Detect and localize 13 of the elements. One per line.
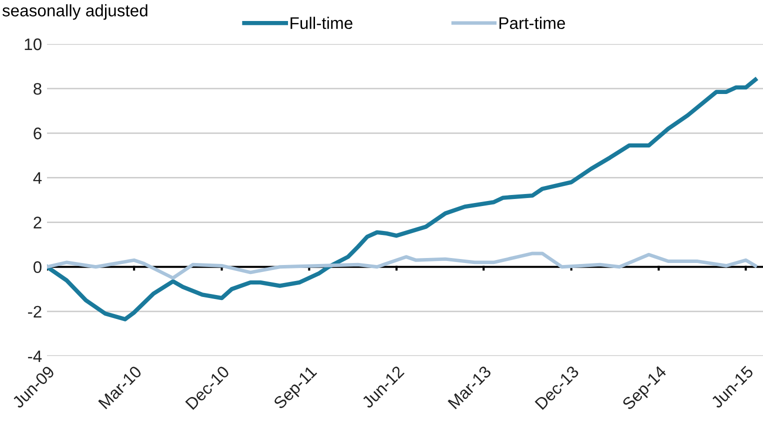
legend-label: Part-time [500, 16, 566, 30]
legend-label: Full-time [290, 16, 352, 30]
chart-title: seasonally adjusted [2, 4, 148, 20]
y-tick-label: 6 [34, 128, 42, 140]
y-tick-label: 10 [24, 38, 42, 50]
y-tick-label: -2 [28, 306, 42, 318]
y-tick-label: -4 [28, 350, 42, 362]
y-tick-label: 0 [34, 261, 42, 274]
line-series [47, 252, 758, 280]
y-tick-label: 8 [34, 82, 42, 95]
line-series [47, 78, 758, 322]
y-tick-label: 2 [34, 216, 42, 228]
y-tick-label: 4 [33, 172, 42, 184]
